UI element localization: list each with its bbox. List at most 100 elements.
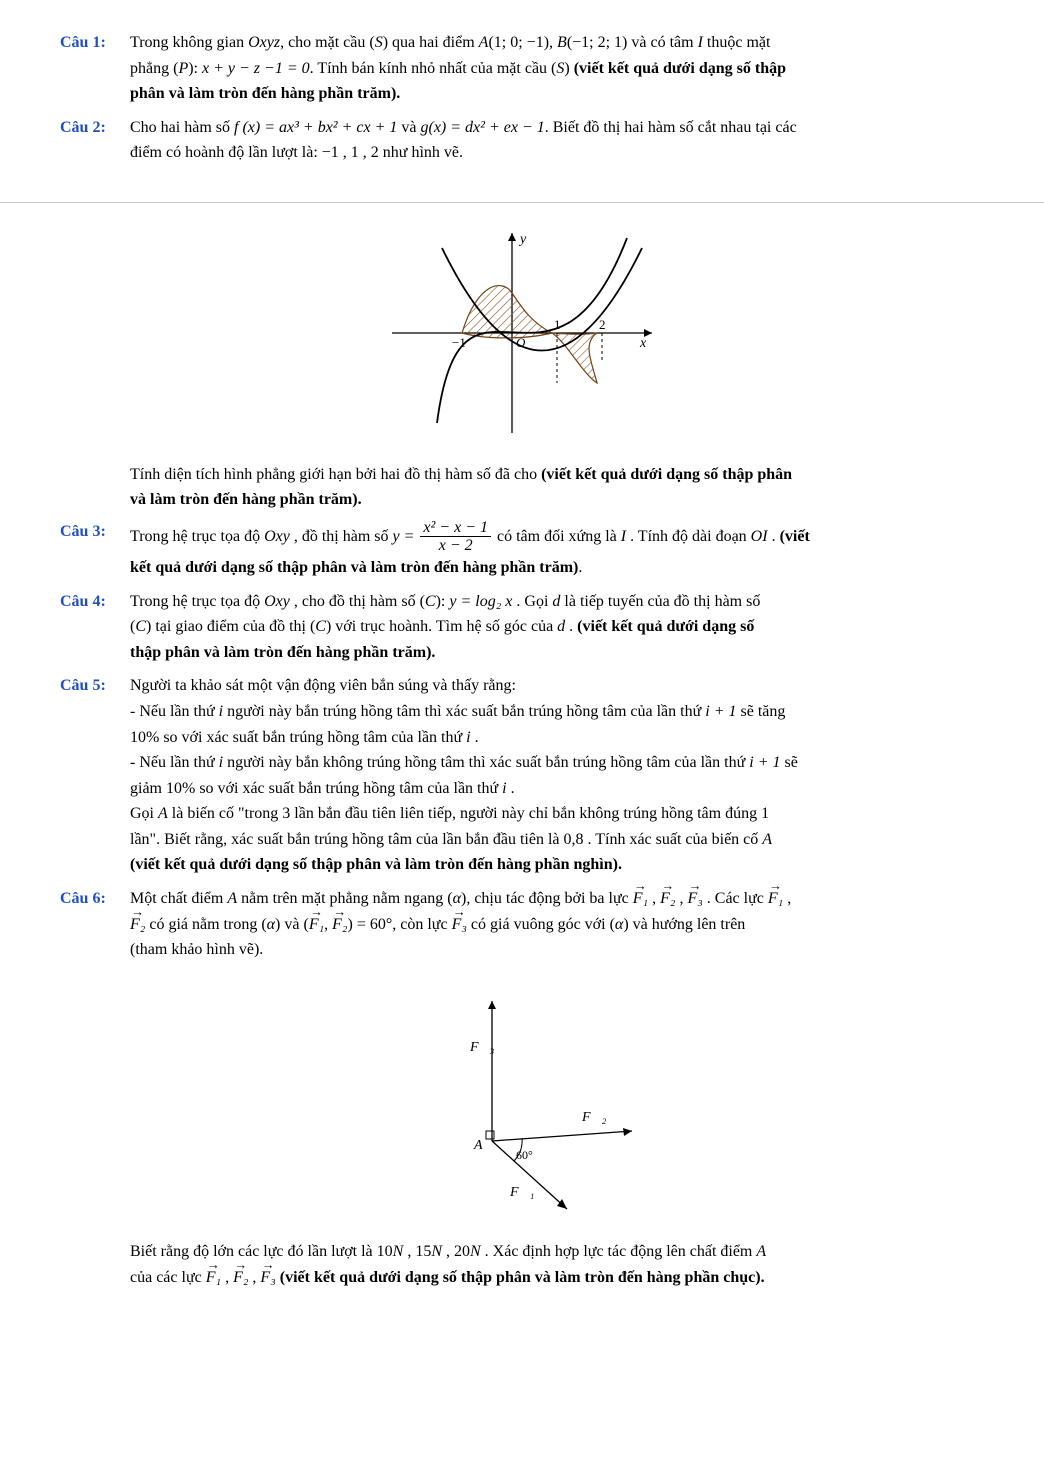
f3-label: F⃗₃	[469, 1040, 494, 1055]
t: OI	[751, 528, 768, 545]
f2-label: F⃗₂	[581, 1110, 606, 1125]
t: )	[564, 60, 573, 77]
axis-y-label: y	[518, 232, 527, 247]
q4-label: Câu 4:	[60, 589, 130, 666]
vec-F2b: F₂	[130, 912, 145, 938]
separator	[0, 174, 1044, 203]
t: Trong hệ trục tọa độ	[130, 528, 264, 545]
t: 10% so với xác suất bắn trúng hồng tâm c…	[130, 729, 466, 746]
q5-label: Câu 5:	[60, 673, 130, 878]
t: ), chịu tác động bởi ba lực	[461, 890, 633, 907]
t: C	[315, 618, 326, 635]
vec-F1b: F₁	[768, 886, 783, 912]
figure-2: F⃗₃ F⃗₂ F⃗₁ A 60°	[60, 981, 984, 1230]
t: Oxyz	[248, 34, 280, 51]
t: Tính diện tích hình phẳng giới hạn bởi h…	[130, 466, 541, 483]
t: , 20	[442, 1243, 470, 1260]
t: , cho đồ thị hàm số (	[290, 593, 425, 610]
t: , còn lực	[392, 916, 451, 933]
t: A	[479, 34, 489, 51]
t: N	[470, 1243, 481, 1260]
t: và	[397, 119, 420, 136]
t: người này bắn trúng hồng tâm thì xác suấ…	[223, 703, 705, 720]
t: . Gọi	[512, 593, 552, 610]
question-4: Câu 4: Trong hệ trục tọa độ Oxy , cho đồ…	[60, 589, 984, 666]
t: (viết kết quả dưới dạng số thập phân và …	[130, 856, 622, 873]
t: của các lực	[130, 1269, 206, 1286]
t: A	[227, 890, 237, 907]
t: sẽ	[781, 754, 798, 771]
t: x + y − z −1 = 0	[202, 60, 310, 77]
t: Cho hai hàm số	[130, 119, 234, 136]
vec-F3b: F₃	[452, 912, 467, 938]
question-2: Câu 2: Cho hai hàm số f (x) = ax³ + bx² …	[60, 115, 984, 166]
vec: F₂	[233, 1265, 248, 1291]
t: .	[507, 780, 515, 797]
graph-svg: x y O −1 1 2	[382, 223, 662, 443]
t: ) và	[275, 916, 303, 933]
t: A	[158, 805, 168, 822]
t: (tham khảo hình vẽ).	[130, 941, 263, 958]
vec-F2: F₂	[660, 886, 675, 912]
vec-F2c: F₂	[332, 912, 347, 938]
t: có giá nằm trong (	[145, 916, 266, 933]
tick-neg1: −1	[452, 335, 466, 350]
force-diagram-svg: F⃗₃ F⃗₂ F⃗₁ A 60°	[382, 981, 662, 1221]
figure-1: x y O −1 1 2	[60, 223, 984, 452]
t: , đồ thị hàm số	[290, 528, 393, 545]
q6-body: Một chất điểm A nằm trên mặt phẳng nằm n…	[130, 886, 984, 963]
t: C	[425, 593, 436, 610]
t: ):	[188, 60, 202, 77]
t: Trong hệ trục tọa độ	[130, 593, 264, 610]
t: Trong không gian	[130, 34, 248, 51]
origin-label: O	[516, 335, 526, 350]
q4-body: Trong hệ trục tọa độ Oxy , cho đồ thị hà…	[130, 589, 984, 666]
t: , 15	[403, 1243, 431, 1260]
t: g(x) = dx² + ex − 1	[421, 119, 545, 136]
t: - Nếu lần thứ	[130, 703, 219, 720]
t: và làm tròn đến hàng phần trăm).	[130, 491, 362, 508]
question-6: Câu 6: Một chất điểm A nằm trên mặt phẳn…	[60, 886, 984, 963]
t: sẽ tăng	[737, 703, 786, 720]
t: ) và hướng lên trên	[623, 916, 745, 933]
t: = 60°	[357, 916, 392, 933]
t: (viết kết quả dưới dạng số	[577, 618, 754, 635]
t: N	[393, 1243, 404, 1260]
t: A	[762, 831, 772, 848]
vec: F₁	[206, 1265, 221, 1291]
t: .	[565, 618, 577, 635]
vec-F3: F₃	[687, 886, 702, 912]
t: P	[178, 60, 188, 77]
t: là tiếp tuyến của đồ thị hàm số	[560, 593, 760, 610]
t: Người ta khảo sát một vận động viên bắn …	[130, 677, 516, 694]
q2-label: Câu 2:	[60, 115, 130, 166]
t: giảm 10% so với xác suất bắn trúng hồng …	[130, 780, 502, 797]
q6-label: Câu 6:	[60, 886, 130, 963]
t: có giá vuông góc với (	[467, 916, 615, 933]
q1-body: Trong không gian Oxyz, cho mặt cầu (S) q…	[130, 30, 984, 107]
t: .	[471, 729, 479, 746]
question-5: Câu 5: Người ta khảo sát một vận động vi…	[60, 673, 984, 878]
q3-body: Trong hệ trục tọa độ Oxy , đồ thị hàm số…	[130, 519, 984, 581]
fraction: x² − x − 1x − 2	[420, 519, 491, 555]
t: lần". Biết rằng, xác suất bắn trúng hồng…	[130, 831, 762, 848]
q5-body: Người ta khảo sát một vận động viên bắn …	[130, 673, 984, 878]
t: thuộc mặt	[703, 34, 771, 51]
f1-label: F⃗₁	[509, 1185, 534, 1200]
t: Oxy	[264, 593, 290, 610]
t: (viết	[780, 528, 810, 545]
t: A	[756, 1243, 766, 1260]
t: phẳng (	[130, 60, 178, 77]
den: x − 2	[420, 537, 491, 555]
t: d	[557, 618, 565, 635]
t: α	[267, 916, 275, 933]
t: thập phân và làm tròn đến hàng phần trăm…	[130, 644, 435, 661]
t: ):	[436, 593, 450, 610]
t: ) tại giao điểm của đồ thị (	[146, 618, 315, 635]
q1-label: Câu 1:	[60, 30, 130, 107]
q6-post: Biết rằng độ lớn các lực đó lần lượt là …	[130, 1239, 984, 1290]
q3-label: Câu 3:	[60, 519, 130, 581]
question-1: Câu 1: Trong không gian Oxyz, cho mặt cầ…	[60, 30, 984, 107]
t: ) qua hai điểm	[383, 34, 479, 51]
t: N	[431, 1243, 442, 1260]
